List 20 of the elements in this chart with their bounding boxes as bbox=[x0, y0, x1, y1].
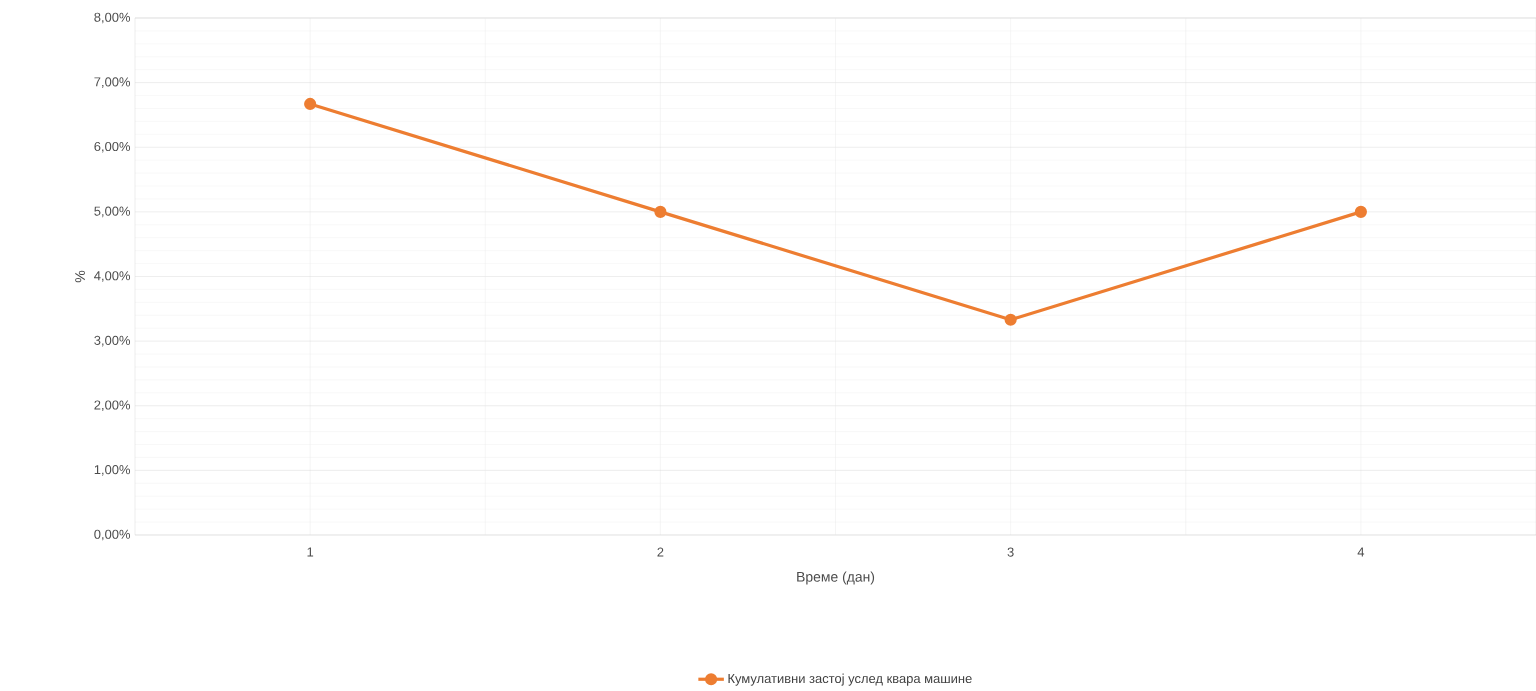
y-tick-label: 6,00% bbox=[94, 141, 131, 153]
y-tick-label: 1,00% bbox=[94, 465, 131, 476]
y-tick-label: 3,00% bbox=[94, 335, 131, 347]
y-tick-label: 2,00% bbox=[94, 400, 131, 412]
y-axis-title: % bbox=[75, 270, 85, 283]
x-axis-title: Време (дан) bbox=[797, 571, 875, 585]
point bbox=[304, 97, 317, 111]
point bbox=[1004, 313, 1017, 326]
legend-label: Кумулативни застој услед квара машине bbox=[728, 673, 972, 686]
y-tick-label: 0,00% bbox=[94, 529, 131, 541]
x-tick-label: 4 bbox=[1357, 547, 1365, 557]
y-tick-label: 7,00% bbox=[94, 77, 131, 88]
y-tick-label: 8,00% bbox=[94, 12, 131, 24]
y-tick-label: 4,00% bbox=[94, 271, 131, 282]
y-tick-label: 5,00% bbox=[94, 206, 131, 218]
x-tick-label: 3 bbox=[1007, 547, 1014, 557]
point bbox=[654, 205, 667, 218]
x-tick-label: 2 bbox=[657, 547, 664, 557]
point bbox=[1354, 205, 1367, 218]
x-tick-label: 1 bbox=[307, 547, 314, 557]
